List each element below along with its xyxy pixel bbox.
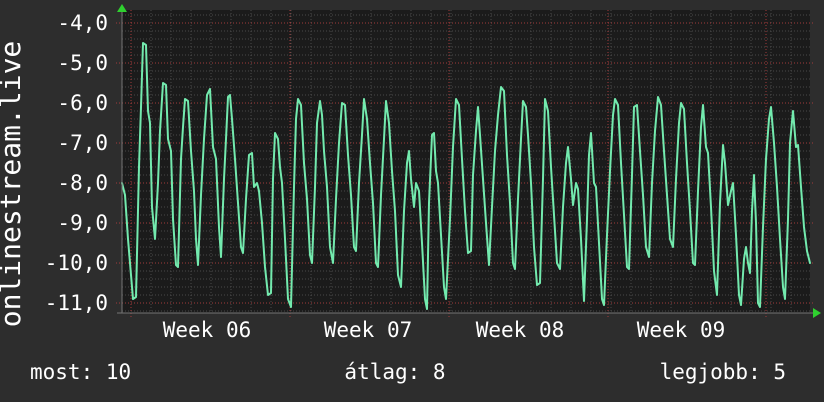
y-tick-label: -7,0 — [57, 131, 108, 155]
y-tick-label: -8,0 — [57, 171, 108, 195]
y-tick-label: -5,0 — [57, 51, 108, 75]
stat-average: átlag: 8 — [344, 360, 446, 384]
stat-best: legjobb: 5 — [659, 360, 786, 384]
x-axis-arrow — [813, 308, 821, 318]
x-tick-label: Week 07 — [323, 318, 413, 342]
stats-row: most: 10 átlag: 8 legjobb: 5 — [0, 361, 824, 385]
x-tick-label: Week 06 — [162, 318, 252, 342]
y-tick-label: -6,0 — [57, 91, 108, 115]
y-tick-label: -10,0 — [44, 251, 108, 275]
y-tick-label: -11,0 — [44, 291, 108, 315]
x-tick-label: Week 09 — [636, 318, 726, 342]
stat-current: most: 10 — [30, 360, 132, 384]
y-tick-label: -4,0 — [57, 11, 108, 35]
data-line — [121, 42, 811, 310]
y-axis-vertical-label: onlinestream.live — [0, 40, 27, 328]
y-axis-arrow — [117, 4, 127, 12]
x-tick-label: Week 08 — [475, 318, 565, 342]
y-tick-label: -9,0 — [57, 211, 108, 235]
